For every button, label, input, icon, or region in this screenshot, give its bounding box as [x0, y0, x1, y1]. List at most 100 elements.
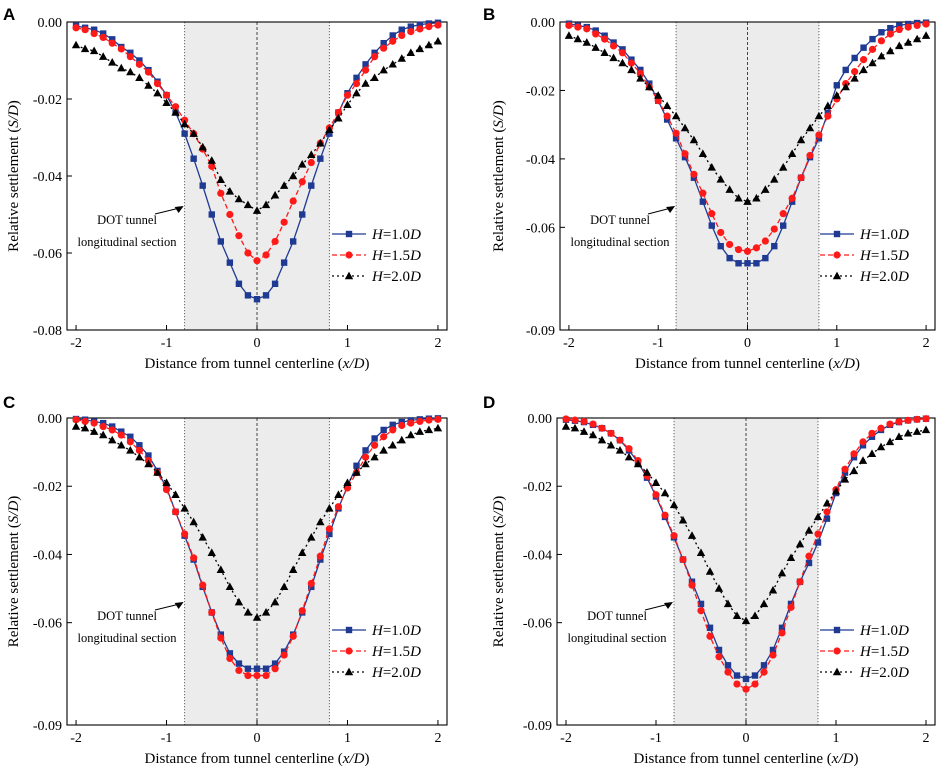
panel-D: -2 -1 0 1 2 0.00 -0.02 -0.04 -0.06 -0.09 Distance …: [483, 393, 936, 767]
data-point: [289, 238, 297, 245]
data-point: [126, 53, 134, 61]
data-point: [823, 515, 831, 522]
data-point: [742, 675, 750, 683]
data-point: [606, 440, 616, 449]
data-point: [733, 680, 741, 688]
annotation-line1: DOT tunnel: [97, 213, 157, 227]
legend-label: H=1.5D: [371, 248, 421, 264]
annotation-arrowhead: [174, 602, 184, 609]
data-point: [353, 74, 360, 82]
data-point: [697, 600, 705, 608]
x-axis-label: Distance from tunnel centerline (x/D): [635, 356, 860, 372]
data-point: [190, 155, 197, 162]
series-H2.0: [564, 31, 931, 205]
legend-label: H=2.0D: [859, 269, 909, 285]
legend-marker: [832, 271, 842, 280]
data-point: [814, 111, 824, 120]
data-point: [735, 260, 742, 267]
data-point: [681, 150, 689, 158]
data-point: [343, 484, 352, 492]
annotation-line2: longitudinal section: [78, 631, 178, 645]
panel-B: -2 -1 0 1 2 0.00 -0.02 -0.04 -0.06 -0.09 Distance …: [483, 5, 936, 372]
legend-label: H=2.0D: [371, 269, 421, 285]
data-point: [326, 130, 333, 137]
x-tick-label: 2: [434, 731, 441, 746]
data-point: [108, 426, 116, 434]
data-point: [921, 425, 931, 434]
legend-marker: [833, 626, 841, 634]
data-point: [325, 525, 333, 533]
data-point: [217, 634, 225, 642]
data-point: [99, 33, 107, 42]
data-point: [770, 175, 779, 183]
data-point: [389, 37, 397, 45]
y-tick-label: -0.06: [33, 617, 62, 632]
data-point: [415, 427, 425, 435]
data-point: [117, 440, 126, 449]
data-point: [424, 425, 434, 434]
x-tick-label: -1: [650, 731, 662, 746]
panel-A: -2 -1 0 1 2 0.00 -0.02 -0.04 -0.06 -0.08 Distance …: [3, 5, 448, 372]
data-point: [582, 38, 591, 46]
data-point: [815, 131, 823, 139]
x-tick-label: 2: [923, 336, 930, 351]
x-tick-label: -1: [652, 336, 664, 351]
legend-item-H1.5: H=1.5D: [820, 248, 909, 264]
data-point: [642, 468, 652, 476]
data-point: [672, 129, 680, 137]
data-point: [261, 608, 271, 616]
data-point: [698, 149, 708, 157]
data-point: [127, 49, 134, 56]
data-point: [235, 660, 243, 667]
data-point: [912, 427, 922, 435]
data-point: [708, 222, 715, 229]
data-point: [398, 26, 405, 33]
data-point: [562, 415, 570, 423]
data-point: [904, 23, 912, 31]
data-point: [699, 189, 707, 197]
data-point: [127, 433, 134, 440]
data-point: [326, 530, 333, 538]
y-tick-label: 0.00: [531, 16, 556, 31]
data-point: [280, 259, 288, 266]
data-point: [262, 665, 270, 672]
data-point: [922, 20, 930, 28]
data-point: [262, 292, 270, 299]
y-tick-label: -0.02: [33, 93, 62, 108]
data-point: [117, 431, 125, 439]
data-point: [851, 54, 858, 62]
data-point: [616, 436, 624, 444]
panel-C: -2 -1 0 1 2 0.00 -0.02 -0.04 -0.06 -0.09 Distance …: [3, 393, 448, 767]
data-point: [243, 200, 253, 209]
data-point: [636, 69, 644, 77]
data-point: [226, 210, 234, 219]
data-point: [434, 415, 442, 423]
data-point: [415, 44, 425, 53]
y-axis-label: Relative settlement (S/D): [6, 496, 22, 648]
x-tick-label: -1: [161, 731, 173, 746]
data-point: [804, 526, 814, 534]
data-point: [832, 91, 841, 99]
data-point: [680, 123, 690, 132]
data-point: [434, 21, 442, 29]
data-point: [416, 25, 424, 33]
data-point: [769, 646, 777, 654]
data-point: [904, 38, 913, 46]
data-point: [307, 158, 315, 167]
data-point: [877, 51, 886, 60]
data-point: [761, 237, 769, 245]
data-point: [717, 242, 724, 250]
data-point: [397, 435, 406, 444]
legend-label: H=1.5D: [371, 644, 421, 660]
data-point: [886, 30, 894, 38]
data-point: [316, 517, 325, 526]
y-tick-label: -0.02: [33, 480, 62, 495]
data-point: [334, 490, 343, 498]
data-point: [744, 260, 751, 267]
data-point: [71, 40, 81, 49]
legend-label: H=1.0D: [371, 227, 421, 243]
y-tick-label: 0.00: [38, 412, 63, 427]
data-point: [886, 420, 894, 428]
data-point: [777, 568, 787, 577]
